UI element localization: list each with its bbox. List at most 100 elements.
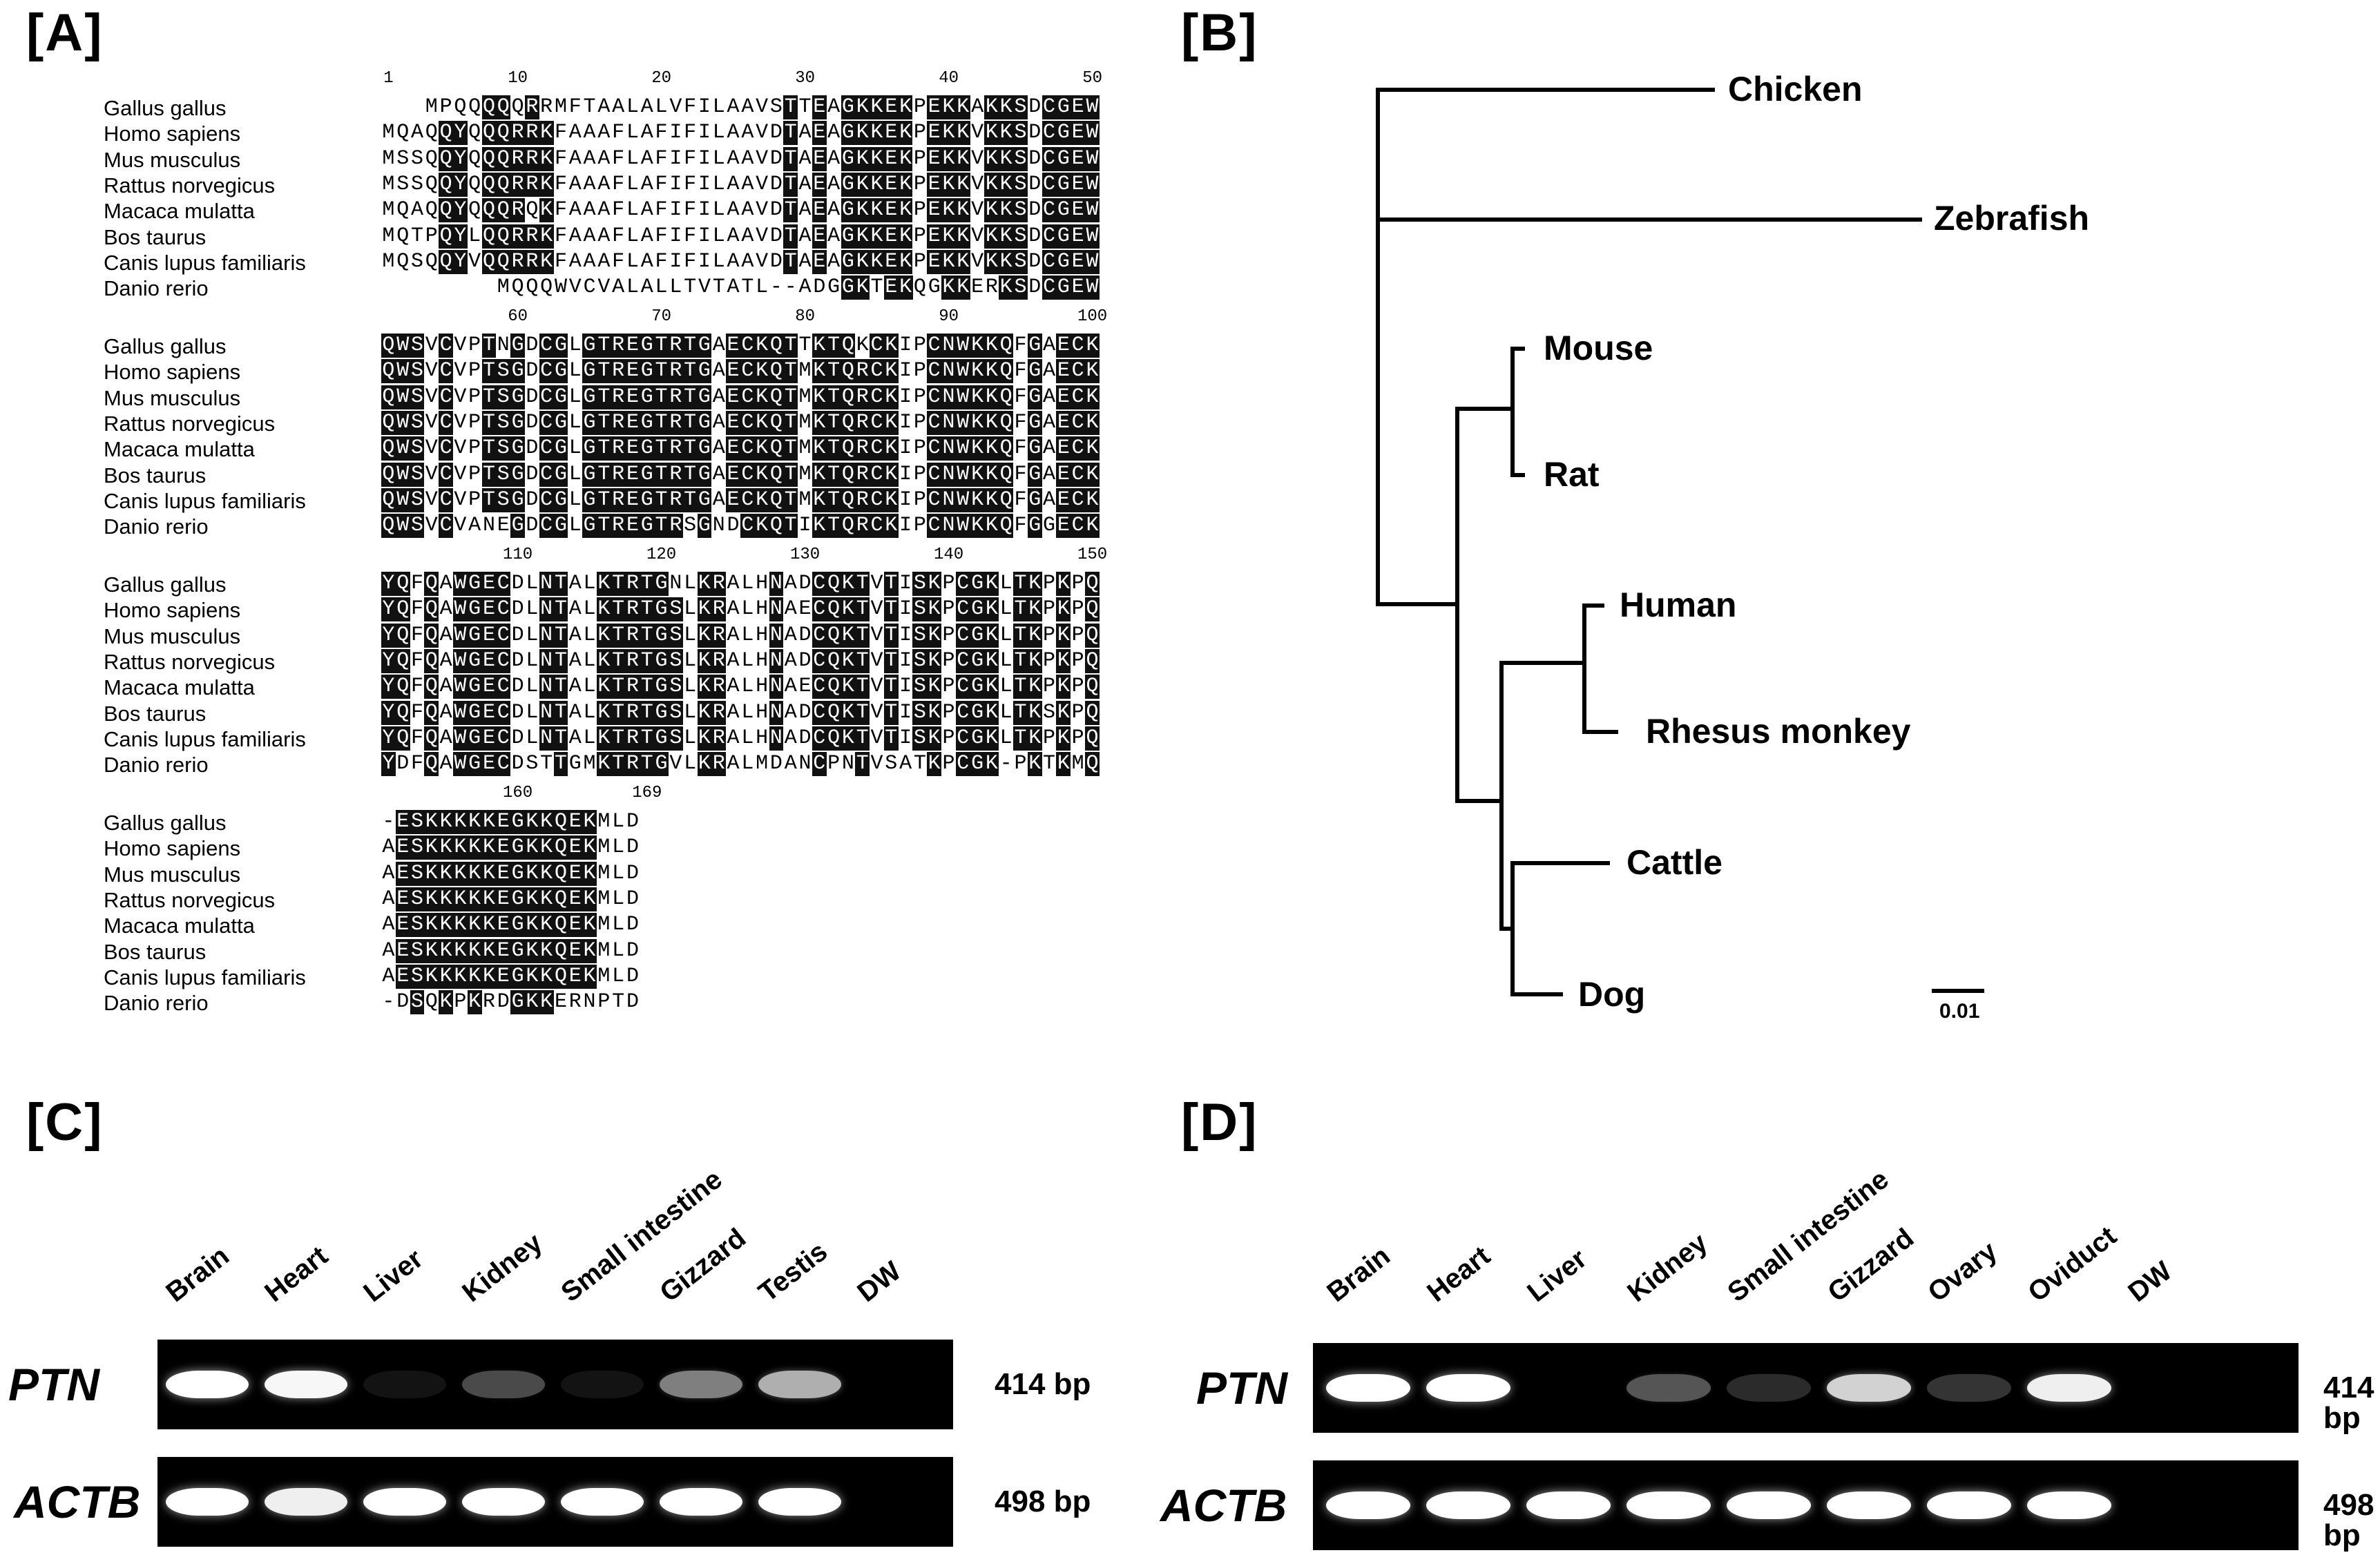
gel-band: [265, 1371, 347, 1398]
panel-label-a: [A]: [26, 3, 104, 62]
alignment-row: Bos taurus QWSVCVPTSGDCGLGTREGTRTGAECKQTM…: [0, 462, 1133, 488]
ruler-tick: 130: [789, 545, 820, 564]
alignment-block: 110 120 130 140 150 Gallus gallus YQFQAWGECDLN…: [0, 545, 1133, 780]
species-name: Mus musculus: [104, 862, 241, 887]
sequence: QWSVCVPTSGDCGLGTREGTRTGAECKQTMKTQRCKIPCN…: [381, 436, 1100, 461]
gel-band: [2027, 1374, 2111, 1402]
gel-panel-c: Brain Heart Liver Kidney Small intestine Gizz…: [0, 1091, 1174, 1555]
gel-band: [1526, 1491, 1611, 1519]
scale-bar-label: 0.01: [1939, 1000, 1980, 1023]
gel-band: [660, 1371, 742, 1398]
sequence: QWSVCVPTSGDCGLGTREGTRTGAECKQTMKTQRCKIPCN…: [381, 359, 1100, 384]
ruler-tick: 90: [939, 307, 959, 326]
gel-band: [1326, 1491, 1410, 1519]
lane-label: Oviduct: [2022, 1220, 2122, 1308]
gel-band: [166, 1371, 249, 1398]
species-name: Canis lupus familiaris: [104, 250, 306, 275]
ruler-tick: 20: [651, 69, 671, 88]
alignment-row: Danio rerio QWSVCVANEGDCGLGTREGTRSGNDCKQT…: [0, 514, 1133, 539]
ruler-tick: 10: [508, 69, 528, 88]
sequence: MPQQQQQRRMFTAALALVFILAAVSTTEAGKKEKPEKKAK…: [425, 95, 1100, 119]
sequence: AESKKKKKEGKKQEKMLD: [382, 964, 639, 989]
lane-label: Heart: [1421, 1240, 1496, 1308]
gel-band: [1827, 1491, 1911, 1519]
ruler-tick: 80: [795, 307, 815, 326]
gel-band: [1827, 1374, 1911, 1402]
alignment-row: Homo sapiens AESKKKKKEGKKQEKMLD: [0, 836, 1133, 861]
alignment-row: Rattus norvegicus AESKKKKKEGKKQEKMLD: [0, 887, 1133, 913]
gel-band: [363, 1371, 446, 1398]
alignment-ruler: 60 70 80 90 100: [0, 307, 1133, 335]
sequence: AESKKKKKEGKKQEKMLD: [382, 836, 639, 860]
sequence: YQFQAWGECDLNTALKTRTGSLKRALHNADCQKTVTISKP…: [381, 648, 1100, 673]
species-name: Gallus gallus: [104, 96, 227, 120]
ruler-tick: 150: [1077, 545, 1108, 564]
gel-band: [1426, 1374, 1510, 1402]
alignment-row: Mus musculus YQFQAWGECDLNTALKTRTGSLKRALHN…: [0, 623, 1133, 649]
alignment-row: Mus musculus QWSVCVPTSGDCGLGTREGTRTGAECKQ…: [0, 385, 1133, 411]
alignment-row: Danio rerio -DSQKPKRDGKKERNPTD: [0, 990, 1133, 1016]
leaf-rat: Rat: [1544, 455, 1600, 494]
species-name: Homo sapiens: [104, 360, 241, 385]
species-name: Mus musculus: [104, 147, 241, 172]
gel-image: [1313, 1460, 2299, 1550]
ruler-tick: 60: [508, 307, 528, 326]
leaf-human: Human: [1620, 586, 1737, 624]
alignment-row: Macaca mulatta AESKKKKKEGKKQEKMLD: [0, 913, 1133, 938]
sequence: MQQQWVCVALALLTVTATL--ADGGKTEKQGKKERKSDCG…: [497, 276, 1100, 300]
gel-band: [1626, 1374, 1711, 1402]
sequence: AESKKKKKEGKKQEKMLD: [382, 887, 639, 911]
species-name: Macaca mulatta: [104, 437, 255, 462]
sequence: YQFQAWGECDLNTALKTRTGSLKRALHNADCQKTVTISKP…: [381, 623, 1100, 648]
leaf-cattle: Cattle: [1626, 843, 1722, 882]
alignment-row: Canis lupus familiaris QWSVCVPTSGDCGLGTRE…: [0, 487, 1133, 514]
gel-panel-d: Brain Heart Liver Kidney Small intestine Gizz…: [1160, 1091, 2380, 1555]
lane-label: Gizzard: [654, 1222, 752, 1308]
species-name: Canis lupus familiaris: [104, 726, 306, 751]
alignment-row: Gallus gallus YQFQAWGECDLNTALKTRTGNLKRALH…: [0, 572, 1133, 597]
ruler-tick: 50: [1082, 69, 1102, 88]
gel-band: [660, 1488, 742, 1516]
alignment-row: Mus musculus AESKKKKKEGKKQEKMLD: [0, 861, 1133, 887]
sequence: QWSVCVPTSGDCGLGTREGTRTGAECKQTMKTQRCKIPCN…: [381, 487, 1100, 512]
alignment-block: 160 169 Gallus gallus -ESKKKKKEGKKQEKMLD Hom…: [0, 784, 1133, 1018]
gel-image: [157, 1340, 953, 1429]
gel-band: [1326, 1374, 1410, 1402]
sequence: AESKKKKKEGKKQEKMLD: [382, 861, 639, 886]
gel-band: [2027, 1491, 2111, 1519]
gel-band: [1727, 1491, 1811, 1519]
gene-label: ACTB: [14, 1476, 141, 1527]
species-name: Gallus gallus: [104, 334, 227, 358]
band-size-label: 498 bp: [2323, 1488, 2374, 1552]
panel-label-c: [C]: [26, 1093, 104, 1152]
gel-band: [462, 1488, 545, 1516]
gel-image: [157, 1457, 953, 1547]
alignment-ruler: 160 169: [0, 784, 1133, 811]
species-name: Macaca mulatta: [104, 675, 255, 700]
sequence: YQFQAWGECDLNTALKTRTGSLKRALHNADCQKTVTISKP…: [381, 726, 1100, 751]
phylogenetic-tree: Chicken Zebrafish Mouse Rat Human Rhesus…: [1174, 0, 2380, 1036]
species-name: Canis lupus familiaris: [104, 965, 306, 989]
sequence: YQFQAWGECDLNTALKTRTGNLKRALHNADCQKTVTISKP…: [381, 572, 1100, 596]
species-name: Rattus norvegicus: [104, 649, 276, 674]
lane-label: DW: [2122, 1255, 2178, 1308]
alignment-block: 1 10 20 30 40 50 Gallus gallus MPQQQQQRRMFTAALA…: [0, 69, 1133, 304]
gene-label: PTN: [1196, 1362, 1287, 1413]
alignment-row: Danio rerio YDFQAWGECDSTTGMKTRTGVLKRALMDA…: [0, 752, 1133, 778]
sequence: QWSVCVPTSGDCGLGTREGTRTGAECKQTMKTQRCKIPCN…: [381, 410, 1100, 435]
species-name: Danio rerio: [104, 991, 209, 1016]
species-name: Mus musculus: [104, 385, 241, 410]
alignment-ruler: 1 10 20 30 40 50: [0, 69, 1133, 97]
alignment-row: Canis lupus familiaris YQFQAWGECDLNTALKTR…: [0, 726, 1133, 752]
species-name: Bos taurus: [104, 701, 207, 726]
alignment-row: Macaca mulatta QWSVCVPTSGDCGLGTREGTRTGAEC…: [0, 436, 1133, 462]
lane-label: DW: [852, 1255, 907, 1308]
ruler-tick: 40: [939, 69, 959, 88]
species-name: Homo sapiens: [104, 598, 241, 623]
leaf-zebrafish: Zebrafish: [1934, 199, 2090, 238]
lane-label: Liver: [358, 1243, 429, 1308]
sequence: MSSQQYQQQRRKFAAAFLAFIFILAAVDTAEAGKKEKPEK…: [382, 172, 1100, 197]
gel-band: [758, 1371, 841, 1398]
sequence: -ESKKKKKEGKKQEKMLD: [382, 810, 639, 834]
alignment-row: Danio rerio MQQQWVCVALALLTVTATL--ADGGKTEK…: [0, 276, 1133, 301]
